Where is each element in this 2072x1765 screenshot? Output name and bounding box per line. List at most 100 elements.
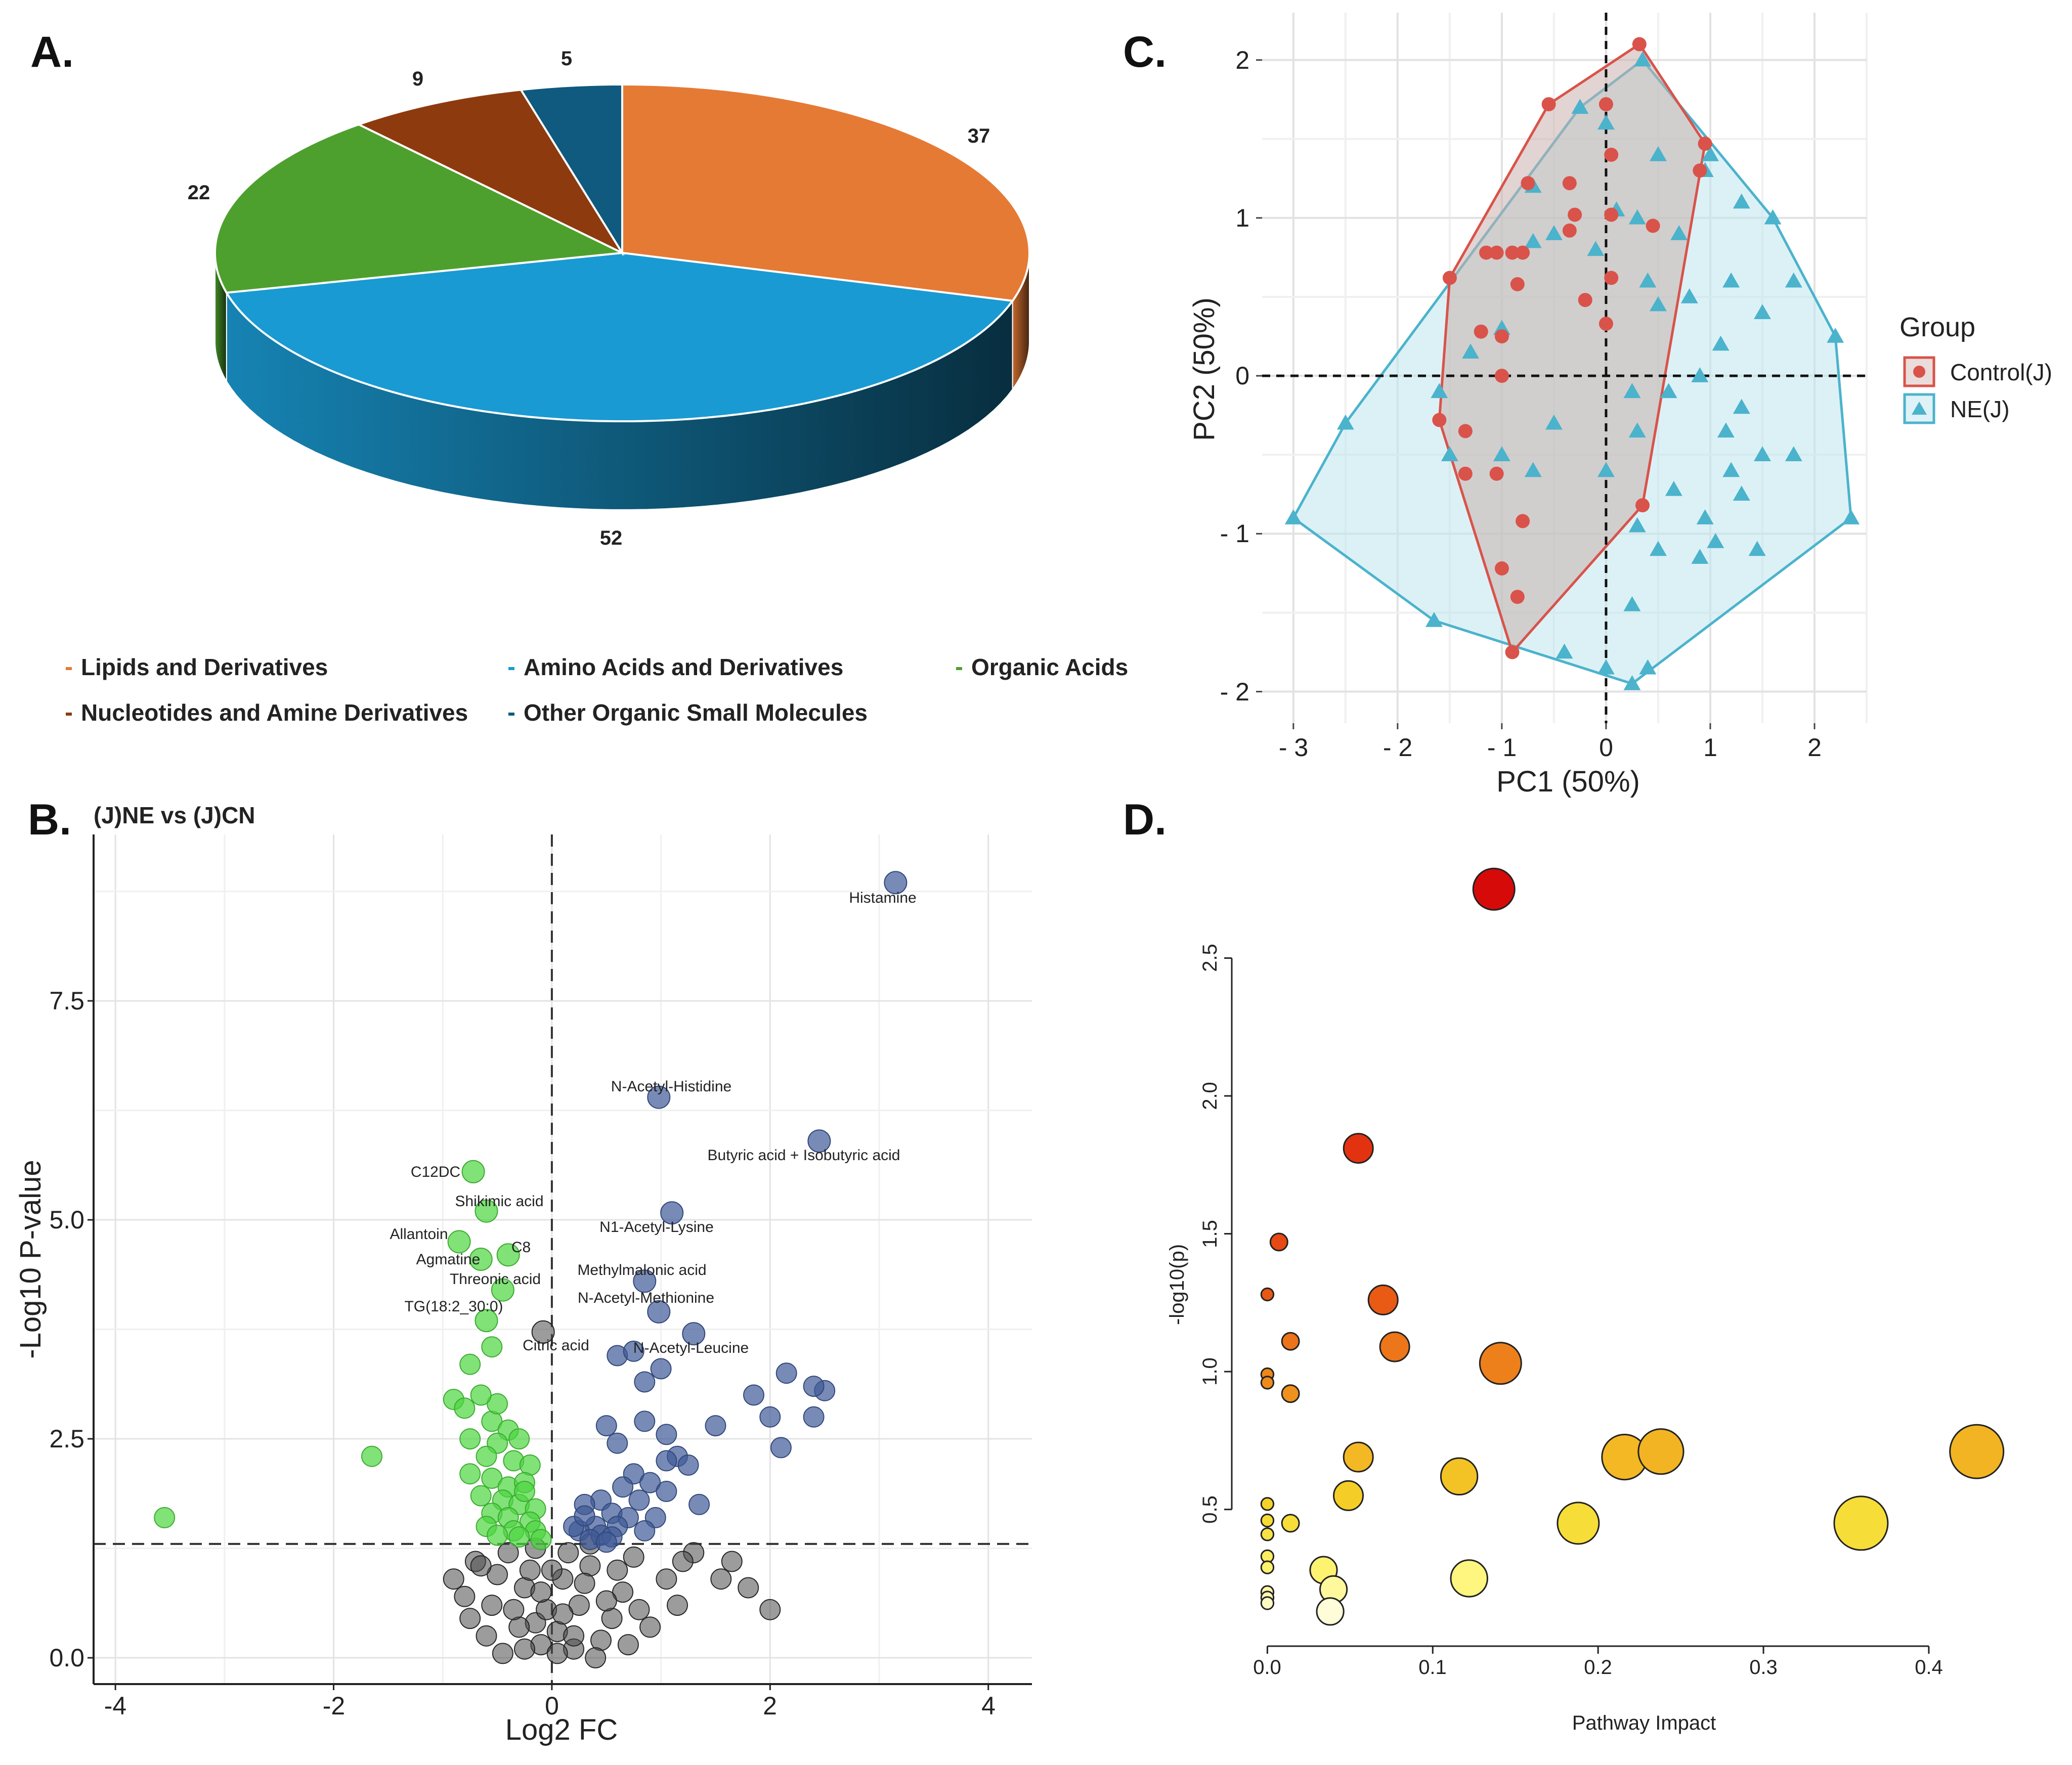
y-tick-label: - 2 (1220, 678, 1249, 706)
volcano-point-ns (492, 1643, 513, 1664)
y-tick-label: 2 (1235, 46, 1249, 74)
pca-point-control (1516, 245, 1530, 260)
pie-value-label: 5 (561, 48, 572, 70)
y-tick-label: 5.0 (49, 1206, 84, 1234)
volcano-point-up (803, 1376, 825, 1397)
pca-point-ne (1639, 272, 1657, 288)
pca-point-ne (1597, 114, 1615, 130)
panel-label-a: A. (30, 28, 74, 76)
legend-swatch (66, 667, 72, 670)
pathway-bubble (1557, 1502, 1600, 1545)
pca-point-ne (1623, 675, 1641, 690)
volcano-point-up (656, 1424, 677, 1445)
volcano-label: N-Acetyl-Leucine (633, 1340, 749, 1356)
volcano-point-ns (738, 1577, 759, 1599)
pca-point-control (1489, 466, 1504, 481)
volcano-label: Shikimic acid (455, 1193, 543, 1210)
volcano-point-up (656, 1450, 677, 1472)
pca-point-ne (1691, 549, 1709, 564)
volcano-point-up (634, 1371, 656, 1393)
volcano-point-ns (443, 1568, 464, 1590)
volcano-point-ns (574, 1572, 595, 1594)
pca-point-ne (1545, 414, 1563, 430)
pca-point-ne (1712, 335, 1730, 351)
pca-point-control (1604, 207, 1619, 222)
x-tick-label: 2 (1807, 733, 1822, 762)
legend-swatch (956, 667, 962, 670)
volcano-point-labels: Histamine N-Acetyl-Histidine Butyric acid … (390, 890, 916, 1356)
pca-point-control (1632, 37, 1647, 52)
x-tick-label: 0.3 (1749, 1656, 1778, 1679)
volcano-point-labeled (660, 1201, 684, 1225)
x-tick-label: -2 (323, 1692, 345, 1720)
pathway-bubble (1472, 867, 1516, 911)
y-tick-label: 1.5 (1199, 1220, 1221, 1248)
volcano-point-down (470, 1384, 492, 1406)
pca-point-ne (1660, 383, 1677, 399)
pathway-x-axis-title: Pathway Impact (1572, 1712, 1716, 1734)
pca-point-control (1442, 271, 1457, 285)
volcano-point-labeled (461, 1160, 485, 1183)
pca-point-ne (1628, 422, 1646, 438)
pathway-bubble (1343, 1441, 1374, 1473)
pca-point-ne (1722, 462, 1740, 477)
volcano-point-ns (607, 1559, 628, 1581)
volcano-point-ns (552, 1603, 574, 1625)
volcano-point-ns (656, 1568, 677, 1590)
pathway-bubble (1260, 1560, 1275, 1574)
pathway-bubble (1450, 1559, 1488, 1598)
volcano-point-up (759, 1406, 781, 1428)
volcano-point-ns (481, 1595, 503, 1616)
pca-point-control (1494, 329, 1509, 344)
y-tick-label: 1.0 (1199, 1357, 1221, 1386)
pca-point-ne (1753, 446, 1771, 461)
pathway-axes: 0.0 0.1 0.2 0.3 0.4 0.5 1.0 1.5 2.0 2.5 (1199, 944, 1943, 1679)
volcano-label: Threonic acid (450, 1271, 541, 1288)
legend-label: Organic Acids (971, 654, 1128, 680)
volcano-label: Butyric acid + Isobutyric acid (708, 1147, 900, 1164)
pca-point-ne (1733, 193, 1750, 209)
volcano-point-ns (541, 1559, 563, 1581)
panel-label-b: B. (28, 796, 71, 844)
x-tick-label: - 1 (1487, 733, 1517, 762)
pca-point-control (1604, 271, 1619, 285)
volcano-point-down (459, 1463, 481, 1485)
pca-point-ne (1733, 399, 1750, 414)
panel-label-d: D. (1123, 796, 1167, 844)
x-tick-label: - 2 (1383, 733, 1412, 762)
volcano-point-up (705, 1415, 726, 1437)
pathway-bubble (1833, 1495, 1889, 1551)
pca-point-control (1562, 176, 1577, 191)
legend-swatch (508, 713, 514, 716)
x-tick-label: - 3 (1279, 733, 1308, 762)
volcano-point-up (595, 1531, 617, 1553)
y-tick-label: 0.5 (1199, 1495, 1221, 1524)
volcano-point-labeled (474, 1199, 498, 1223)
pca-point-ne (1441, 446, 1458, 461)
pca-point-ne (1639, 659, 1657, 675)
volcano-point-down (487, 1524, 508, 1546)
volcano-point-up (634, 1410, 656, 1432)
volcano-point-labeled (447, 1230, 471, 1254)
pca-point-control (1693, 163, 1707, 178)
pca-point-ne (1665, 480, 1682, 496)
pca-plot: - 3 - 2 - 1 0 1 2 - 2 - 1 0 1 2 PC1 (50%) PC2 (50%… (1188, 13, 2052, 798)
volcano-point-ns (623, 1546, 644, 1568)
pathway-bubble (1260, 1527, 1275, 1541)
volcano-point-ns (568, 1595, 590, 1616)
volcano-label: Citric acid (523, 1337, 589, 1354)
x-tick-label: 0 (1599, 733, 1613, 762)
volcano-label: Agmatine (416, 1251, 481, 1268)
pathway-bubble (1343, 1133, 1374, 1164)
pathway-bubble (1281, 1514, 1300, 1533)
pie-slice-amino-acids-and-derivatives (225, 251, 1015, 423)
volcano-point-ns (530, 1581, 552, 1603)
volcano-point-labeled (633, 1269, 657, 1293)
pca-point-ne (1707, 533, 1724, 548)
pca-point-ne (1597, 462, 1615, 477)
volcano-point-ns (503, 1599, 525, 1620)
pca-point-ne (1571, 99, 1589, 114)
y-tick-label: 0 (1235, 362, 1249, 390)
volcano-point-labeled (647, 1085, 671, 1109)
pca-point-ne (1462, 343, 1480, 359)
